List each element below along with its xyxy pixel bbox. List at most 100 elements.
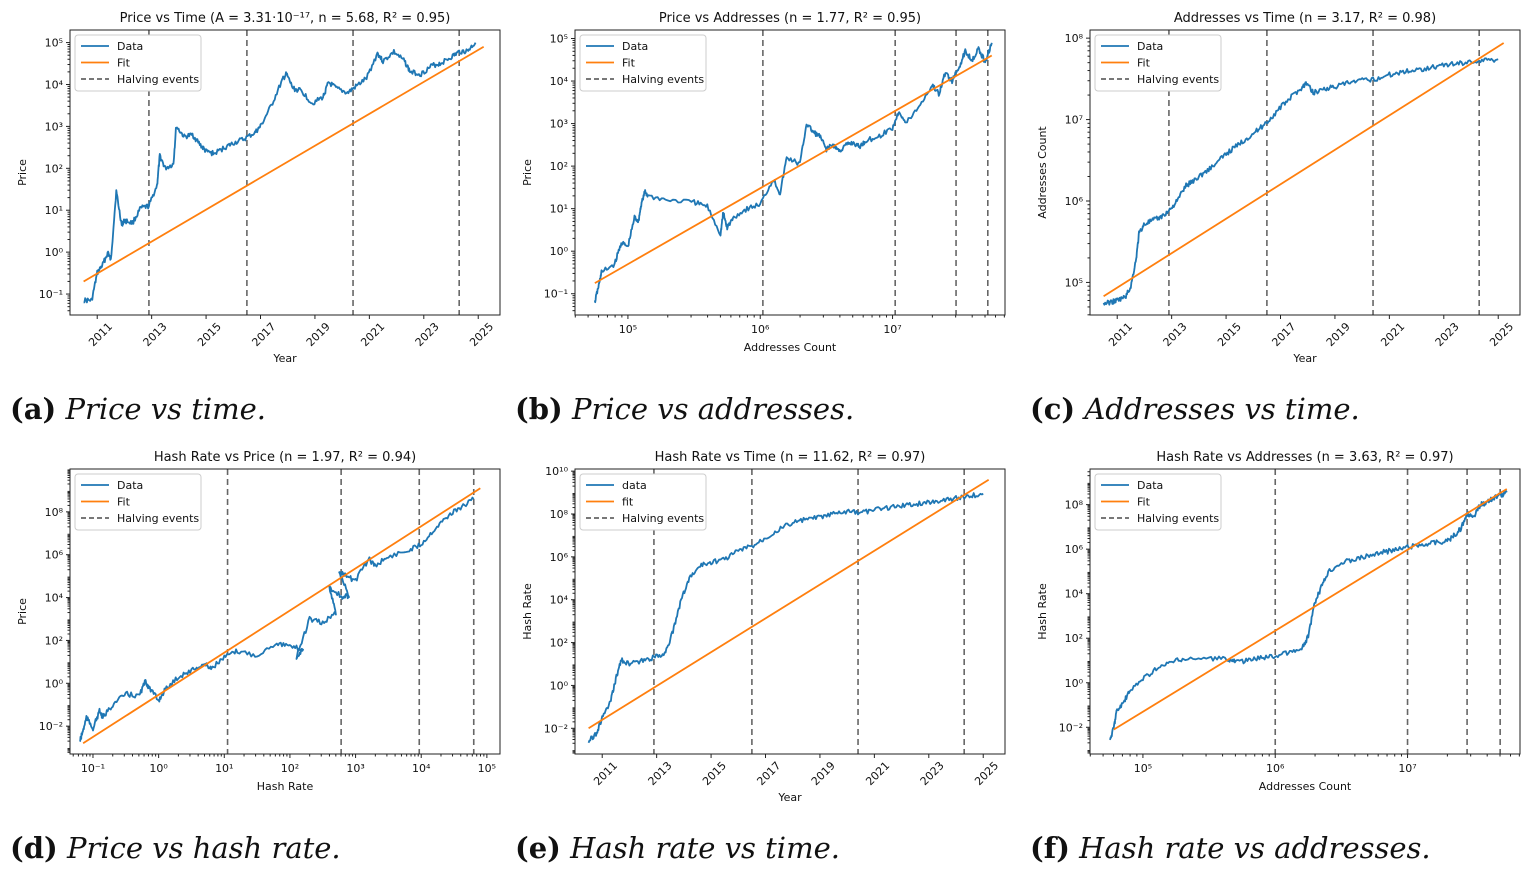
- y-tick-label: 10³: [45, 120, 63, 133]
- caption-label: (f): [1030, 831, 1070, 865]
- y-tick-label: 10⁻²: [544, 722, 568, 735]
- legend-box: [74, 34, 202, 92]
- y-tick-label: 10¹: [45, 204, 63, 217]
- y-tick-label: 10¹⁰: [545, 465, 568, 478]
- x-tick-label: 2015: [700, 759, 729, 788]
- x-axis-label: Year: [777, 791, 802, 804]
- legend-label: Data: [117, 40, 143, 53]
- x-tick-label: 2011: [1106, 320, 1135, 349]
- x-axis-label: Addresses Count: [1259, 780, 1352, 793]
- x-tick-label: 2019: [1324, 320, 1353, 349]
- y-tick-label: 10³: [550, 118, 568, 131]
- chart-title: Price vs Time (A = 3.31·10⁻¹⁷, n = 5.68,…: [120, 11, 451, 26]
- y-axis-label: Price: [521, 159, 534, 186]
- x-axis-label: Hash Rate: [257, 780, 314, 793]
- x-tick-label: 2023: [1433, 320, 1462, 349]
- y-tick-label: 10⁴: [550, 75, 569, 88]
- chart-price-vs-time: Price vs Time (A = 3.31·10⁻¹⁷, n = 5.68,…: [16, 11, 501, 365]
- y-tick-label: 10²: [550, 160, 568, 173]
- x-tick-label: 2013: [1161, 320, 1190, 349]
- y-axis-label: Hash Rate: [521, 583, 534, 640]
- legend-box: [579, 473, 707, 531]
- legend-box: [579, 34, 707, 92]
- x-axis-label: Year: [272, 352, 297, 365]
- y-tick-label: 10⁶: [1065, 543, 1084, 556]
- caption-f: (f) Hash rate vs addresses.: [1030, 831, 1431, 865]
- y-axis-label: Price: [16, 159, 29, 186]
- y-tick-label: 10⁰: [550, 679, 569, 692]
- plot-area: [83, 30, 485, 315]
- legend-box: [1094, 473, 1222, 531]
- fit-line: [1113, 488, 1508, 731]
- caption-label: (c): [1030, 392, 1076, 426]
- caption-text: Price vs time.: [65, 392, 267, 426]
- y-tick-label: 10⁴: [1065, 588, 1084, 601]
- y-tick-label: 10⁻¹: [39, 288, 63, 301]
- plot-frame: [574, 468, 1006, 755]
- x-tick-label: 10⁵: [478, 762, 496, 775]
- y-tick-label: 10⁷: [1065, 114, 1083, 127]
- fit-line: [82, 487, 481, 745]
- x-tick-label: 2021: [1378, 320, 1407, 349]
- x-tick-label: 10⁷: [1398, 762, 1416, 775]
- legend-label: data: [622, 479, 647, 492]
- plot-area: [587, 469, 990, 754]
- caption-b: (b) Price vs addresses.: [515, 392, 854, 426]
- y-tick-label: 10⁶: [45, 549, 64, 562]
- legend-label: fit: [622, 496, 634, 509]
- y-tick-label: 10²: [45, 162, 63, 175]
- x-tick-label: 2023: [918, 759, 947, 788]
- x-tick-label: 2019: [304, 320, 333, 349]
- x-tick-label: 2013: [141, 320, 170, 349]
- x-tick-label: 2021: [358, 320, 387, 349]
- x-tick-label: 10⁻¹: [81, 762, 105, 775]
- chart-title: Hash Rate vs Addresses (n = 3.63, R² = 0…: [1156, 450, 1453, 465]
- caption-label: (e): [515, 831, 561, 865]
- x-tick-label: 10¹: [215, 762, 233, 775]
- y-tick-label: 10⁴: [45, 592, 64, 605]
- caption-text: Price vs hash rate.: [66, 831, 341, 865]
- plot-frame: [69, 468, 501, 755]
- chart-title: Hash Rate vs Price (n = 1.97, R² = 0.94): [154, 450, 416, 465]
- legend-label: Halving events: [1137, 73, 1219, 86]
- x-tick-label: 2025: [467, 320, 496, 349]
- plot-area: [79, 469, 481, 754]
- legend-box: [74, 473, 202, 531]
- x-axis-label: Year: [1292, 352, 1317, 365]
- y-axis-label: Addresses Count: [1036, 126, 1049, 219]
- caption-e: (e) Hash rate vs time.: [515, 831, 840, 865]
- caption-d: (d) Price vs hash rate.: [10, 831, 341, 865]
- legend-label: Halving events: [622, 512, 704, 525]
- y-tick-label: 10⁶: [1065, 195, 1084, 208]
- x-tick-label: 10³: [346, 762, 364, 775]
- x-tick-label: 2017: [249, 320, 278, 349]
- data-series-line: [1109, 490, 1508, 741]
- x-tick-label: 2019: [809, 759, 838, 788]
- x-tick-label: 2013: [646, 759, 675, 788]
- y-tick-label: 10⁵: [550, 33, 568, 46]
- legend-label: Halving events: [622, 73, 704, 86]
- legend-label: Fit: [1137, 496, 1151, 509]
- y-tick-label: 10⁻²: [1059, 721, 1083, 734]
- y-tick-label: 10⁵: [45, 37, 63, 50]
- panel-f: Hash Rate vs Addresses (n = 3.63, R² = 0…: [1020, 439, 1530, 878]
- data-series-line: [1102, 57, 1499, 306]
- chart-hash-rate-vs-addresses: Hash Rate vs Addresses (n = 3.63, R² = 0…: [1036, 450, 1521, 793]
- legend-label: Data: [117, 479, 143, 492]
- y-tick-label: 10⁴: [550, 594, 569, 607]
- caption-label: (d): [10, 831, 58, 865]
- x-tick-label: 2025: [1487, 320, 1516, 349]
- plot-area: [1109, 469, 1508, 754]
- legend-label: Halving events: [117, 73, 199, 86]
- y-tick-label: 10⁰: [45, 677, 64, 690]
- chart-addresses-vs-time: Addresses vs Time (n = 3.17, R² = 0.98) 2…: [1036, 11, 1521, 365]
- y-tick-label: 10⁵: [1065, 276, 1083, 289]
- chart-title: Hash Rate vs Time (n = 11.62, R² = 0.97): [655, 450, 926, 465]
- data-series-line: [83, 42, 477, 304]
- legend-label: Fit: [117, 496, 131, 509]
- x-tick-label: 2015: [1215, 320, 1244, 349]
- panel-e: Hash Rate vs Time (n = 11.62, R² = 0.97)…: [505, 439, 1015, 878]
- fit-line: [594, 54, 993, 284]
- x-tick-label: 2017: [1269, 320, 1298, 349]
- y-tick-label: 10⁸: [1065, 499, 1084, 512]
